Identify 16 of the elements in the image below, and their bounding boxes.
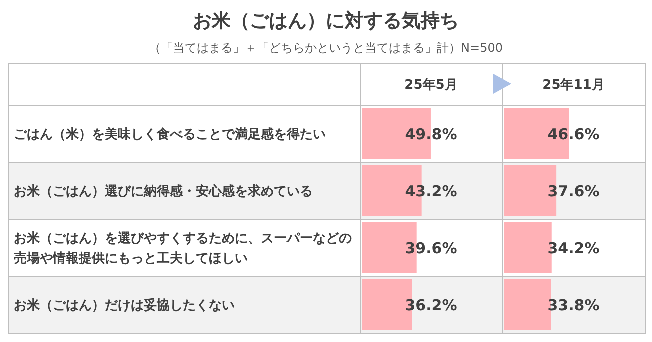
data-label: 46.6% <box>548 126 600 144</box>
category-label: お米（ごはん）選びに納得感・安心感を求めている <box>14 184 313 200</box>
category-label: ごはん（米）を美味しく食べることで満足感を得たい <box>14 128 326 142</box>
legend-title: 25年11月 <box>542 78 605 93</box>
category-label: お米（ごはん）だけは妥協したくない <box>14 298 235 314</box>
data-label: 39.6% <box>405 240 458 258</box>
data-label: 49.8% <box>405 126 458 144</box>
chart-title: お米（ごはん）に対する気持ち <box>193 10 459 32</box>
chart-subtitle: （「当てはまる」＋「どちらかというと当てはまる」計）N=500 <box>149 41 503 55</box>
legend-title: 25年5月 <box>404 78 458 93</box>
data-label: 37.6% <box>548 182 600 200</box>
data-label: 33.8% <box>548 296 600 314</box>
data-label: 43.2% <box>405 182 458 200</box>
data-label: 36.2% <box>405 296 458 314</box>
category-label: お米（ごはん）を選びやすくするために、スーパーなどの売場や情報提供にもっと工夫してほしい <box>14 232 352 266</box>
data-label: 34.2% <box>548 240 600 258</box>
